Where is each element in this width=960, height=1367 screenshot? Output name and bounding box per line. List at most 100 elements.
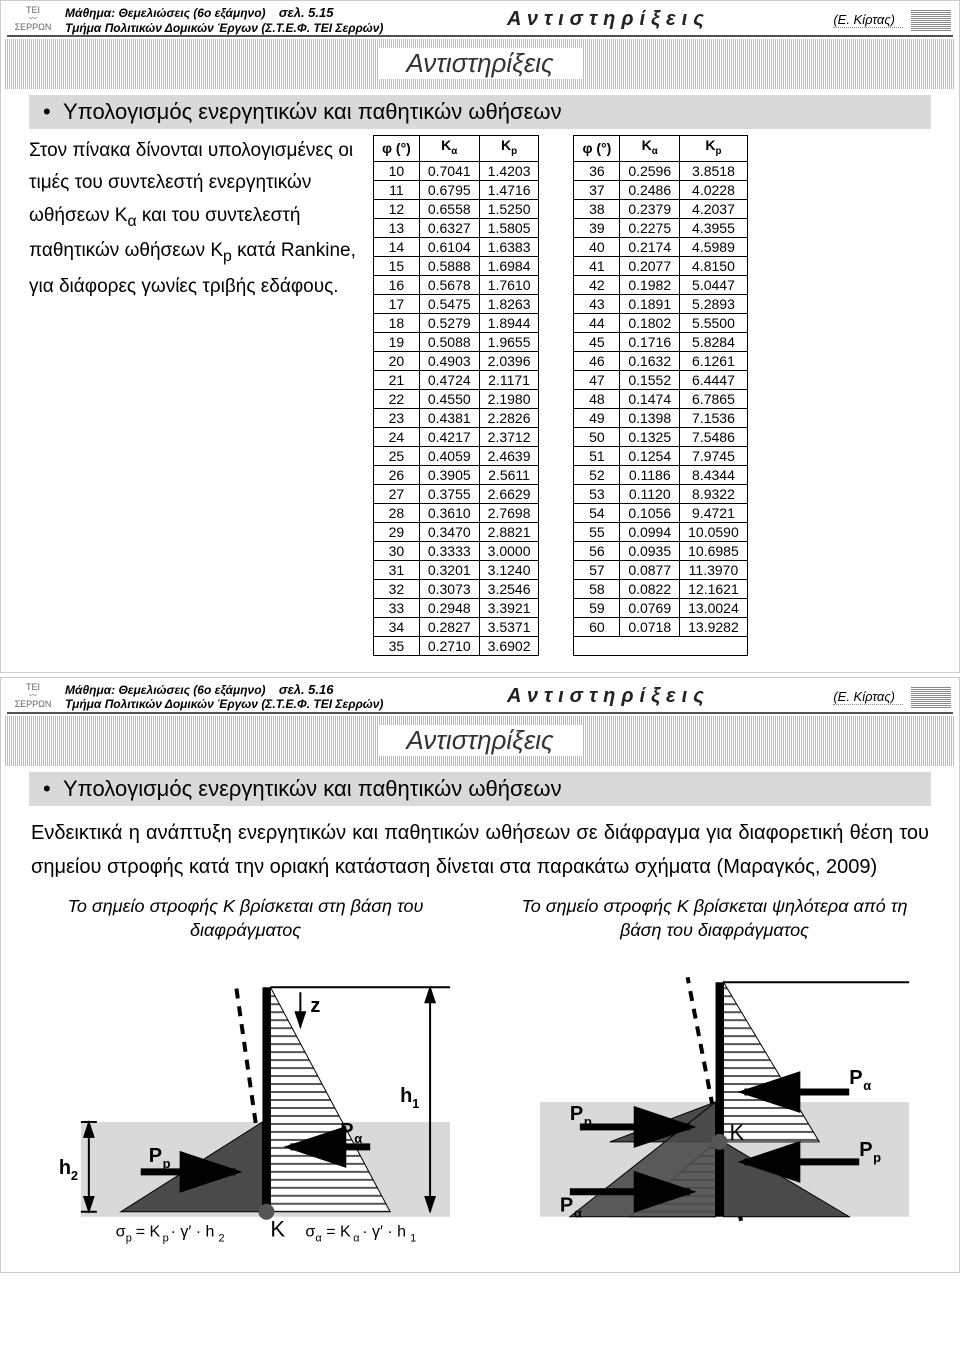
- institution-logo: ΤΕΙ 〰 ΣΕΡΡΩΝ: [9, 6, 57, 34]
- svg-text:h: h: [59, 1157, 71, 1179]
- svg-text:= K: = K: [136, 1224, 161, 1241]
- table-row: 370.24864.0228: [574, 180, 747, 199]
- table-row: 490.13987.1536: [574, 408, 747, 427]
- slide-header: ΤΕΙ 〰 ΣΕΡΡΩΝ Μάθημα: Θεμελιώσεις (6ο εξά…: [1, 1, 959, 35]
- caption-left: Το σημείο στροφής Κ βρίσκεται στη βάση τ…: [31, 894, 460, 943]
- svg-text:p: p: [873, 1150, 881, 1165]
- figures-row: z h 1 h 2 P p P α K σ p = K p ·: [1, 942, 959, 1272]
- col-kp: Kp: [680, 135, 748, 161]
- slide-header: ΤΕΙ 〰 ΣΕΡΡΩΝ Μάθημα: Θεμελιώσεις (6ο εξά…: [1, 678, 959, 712]
- svg-text:= K: = K: [326, 1224, 351, 1241]
- slide-1: ΤΕΙ 〰 ΣΕΡΡΩΝ Μάθημα: Θεμελιώσεις (6ο εξά…: [0, 0, 960, 673]
- tables-container: φ (°)KαKp100.70411.4203110.67951.4716120…: [373, 135, 941, 656]
- svg-text:P: P: [560, 1195, 573, 1217]
- table-row: 420.19825.0447: [574, 275, 747, 294]
- band-title: Αντιστηρίξεις: [378, 725, 581, 756]
- topic-title: Αντιστηρίξεις: [391, 8, 825, 31]
- table-row: 390.22754.3955: [574, 218, 747, 237]
- table-row: 460.16326.1261: [574, 351, 747, 370]
- slide-2: ΤΕΙ 〰 ΣΕΡΡΩΝ Μάθημα: Θεμελιώσεις (6ο εξά…: [0, 677, 960, 1274]
- table-row: 580.082212.1621: [574, 579, 747, 598]
- table-row: 410.20774.8150: [574, 256, 747, 275]
- header-course-block: Μάθημα: Θεμελιώσεις (6ο εξάμηνο) σελ. 5.…: [65, 682, 383, 712]
- table-row: 340.28273.5371: [374, 617, 539, 636]
- intro-paragraph: Στον πίνακα δίνονται υπολογισμένες οι τι…: [29, 135, 369, 303]
- table-row: 530.11208.9322: [574, 484, 747, 503]
- svg-text:K: K: [270, 1217, 285, 1242]
- table-row: 280.36102.7698: [374, 503, 539, 522]
- table-row: 250.40592.4639: [374, 446, 539, 465]
- table-row: 270.37552.6629: [374, 484, 539, 503]
- table-row: 570.087711.3970: [574, 560, 747, 579]
- table-row: 290.34702.8821: [374, 522, 539, 541]
- header-course-block: Μάθημα: Θεμελιώσεις (6ο εξάμηνο) σελ. 5.…: [65, 5, 383, 35]
- table-row: 500.13257.5486: [574, 427, 747, 446]
- svg-text:K: K: [729, 1120, 744, 1145]
- svg-text:z: z: [310, 996, 320, 1018]
- table-row: 330.29483.3921: [374, 598, 539, 617]
- caption-right: Το σημείο στροφής Κ βρίσκεται ψηλότερα α…: [500, 894, 929, 943]
- table-row: 590.076913.0024: [574, 598, 747, 617]
- table-row: 380.23794.2037: [574, 199, 747, 218]
- table-row: 360.25963.8518: [574, 161, 747, 180]
- table-row: 150.58881.6984: [374, 256, 539, 275]
- section-heading: • Υπολογισμός ενεργητικών και παθητικών …: [29, 95, 931, 129]
- svg-text:P: P: [849, 1067, 862, 1089]
- table-row: 130.63271.5805: [374, 218, 539, 237]
- table-row: 350.27103.6902: [374, 636, 539, 655]
- table-row: 220.45502.1980: [374, 389, 539, 408]
- table-row: 230.43812.2826: [374, 408, 539, 427]
- table-row: 180.52791.8944: [374, 313, 539, 332]
- department: Τμήμα Πολιτικών Δομικών Έργων (Σ.Τ.Ε.Φ. …: [65, 697, 383, 711]
- svg-text:p: p: [163, 1233, 169, 1245]
- svg-text:α: α: [353, 1233, 360, 1245]
- table-row: 480.14746.7865: [574, 389, 747, 408]
- table-row: 550.099410.0590: [574, 522, 747, 541]
- topic-title: Αντιστηρίξεις: [391, 685, 825, 708]
- table-row: 510.12547.9745: [574, 446, 747, 465]
- table-row: 260.39052.5611: [374, 465, 539, 484]
- table-row: 190.50881.9655: [374, 332, 539, 351]
- svg-text:α: α: [863, 1078, 871, 1093]
- institution-logo: ΤΕΙ 〰 ΣΕΡΡΩΝ: [9, 683, 57, 711]
- table-row: 470.15526.4447: [574, 370, 747, 389]
- table-row: 440.18025.5500: [574, 313, 747, 332]
- corner-decoration: [911, 686, 951, 708]
- svg-text:α: α: [354, 1131, 362, 1146]
- col-phi: φ (°): [574, 135, 620, 161]
- course-title: Μάθημα: Θεμελιώσεις (6ο εξάμηνο): [65, 683, 266, 697]
- figure-captions: Το σημείο στροφής Κ βρίσκεται στη βάση τ…: [1, 894, 959, 943]
- svg-text:α: α: [315, 1233, 322, 1245]
- author-label: (Ε. Κίρτας): [833, 689, 903, 705]
- band-title: Αντιστηρίξεις: [378, 48, 581, 79]
- table-row: 140.61041.6383: [374, 237, 539, 256]
- title-band: Αντιστηρίξεις: [5, 39, 955, 89]
- table-row: 300.33333.0000: [374, 541, 539, 560]
- table-row: 520.11868.4344: [574, 465, 747, 484]
- rankine-table-1: φ (°)KαKp100.70411.4203110.67951.4716120…: [373, 135, 539, 656]
- table-row: 100.70411.4203: [374, 161, 539, 180]
- table-row: 450.17165.8284: [574, 332, 747, 351]
- table-row: 120.65581.5250: [374, 199, 539, 218]
- svg-text:· γ′ · h: · γ′ · h: [362, 1224, 406, 1241]
- slide2-paragraph: Ενδεικτικά η ανάπτυξη ενεργητικών και πα…: [1, 812, 959, 894]
- svg-text:σ: σ: [305, 1224, 315, 1241]
- table-row: 170.54751.8263: [374, 294, 539, 313]
- table-row: 200.49032.0396: [374, 351, 539, 370]
- svg-text:P: P: [340, 1120, 353, 1142]
- col-phi: φ (°): [374, 135, 420, 161]
- svg-text:· γ′ · h: · γ′ · h: [171, 1224, 215, 1241]
- table-row: 320.30733.2546: [374, 579, 539, 598]
- svg-text:1: 1: [412, 1096, 419, 1111]
- svg-text:h: h: [400, 1085, 412, 1107]
- table-row: 600.071813.9282: [574, 617, 747, 636]
- page-number: σελ. 5.16: [279, 682, 334, 697]
- table-row: 430.18915.2893: [574, 294, 747, 313]
- svg-text:1: 1: [410, 1233, 416, 1245]
- table-row: 110.67951.4716: [374, 180, 539, 199]
- svg-text:P: P: [149, 1145, 162, 1167]
- page-number: σελ. 5.15: [279, 5, 334, 20]
- table-row: 240.42172.3712: [374, 427, 539, 446]
- svg-text:p: p: [163, 1156, 171, 1171]
- table-row: 160.56781.7610: [374, 275, 539, 294]
